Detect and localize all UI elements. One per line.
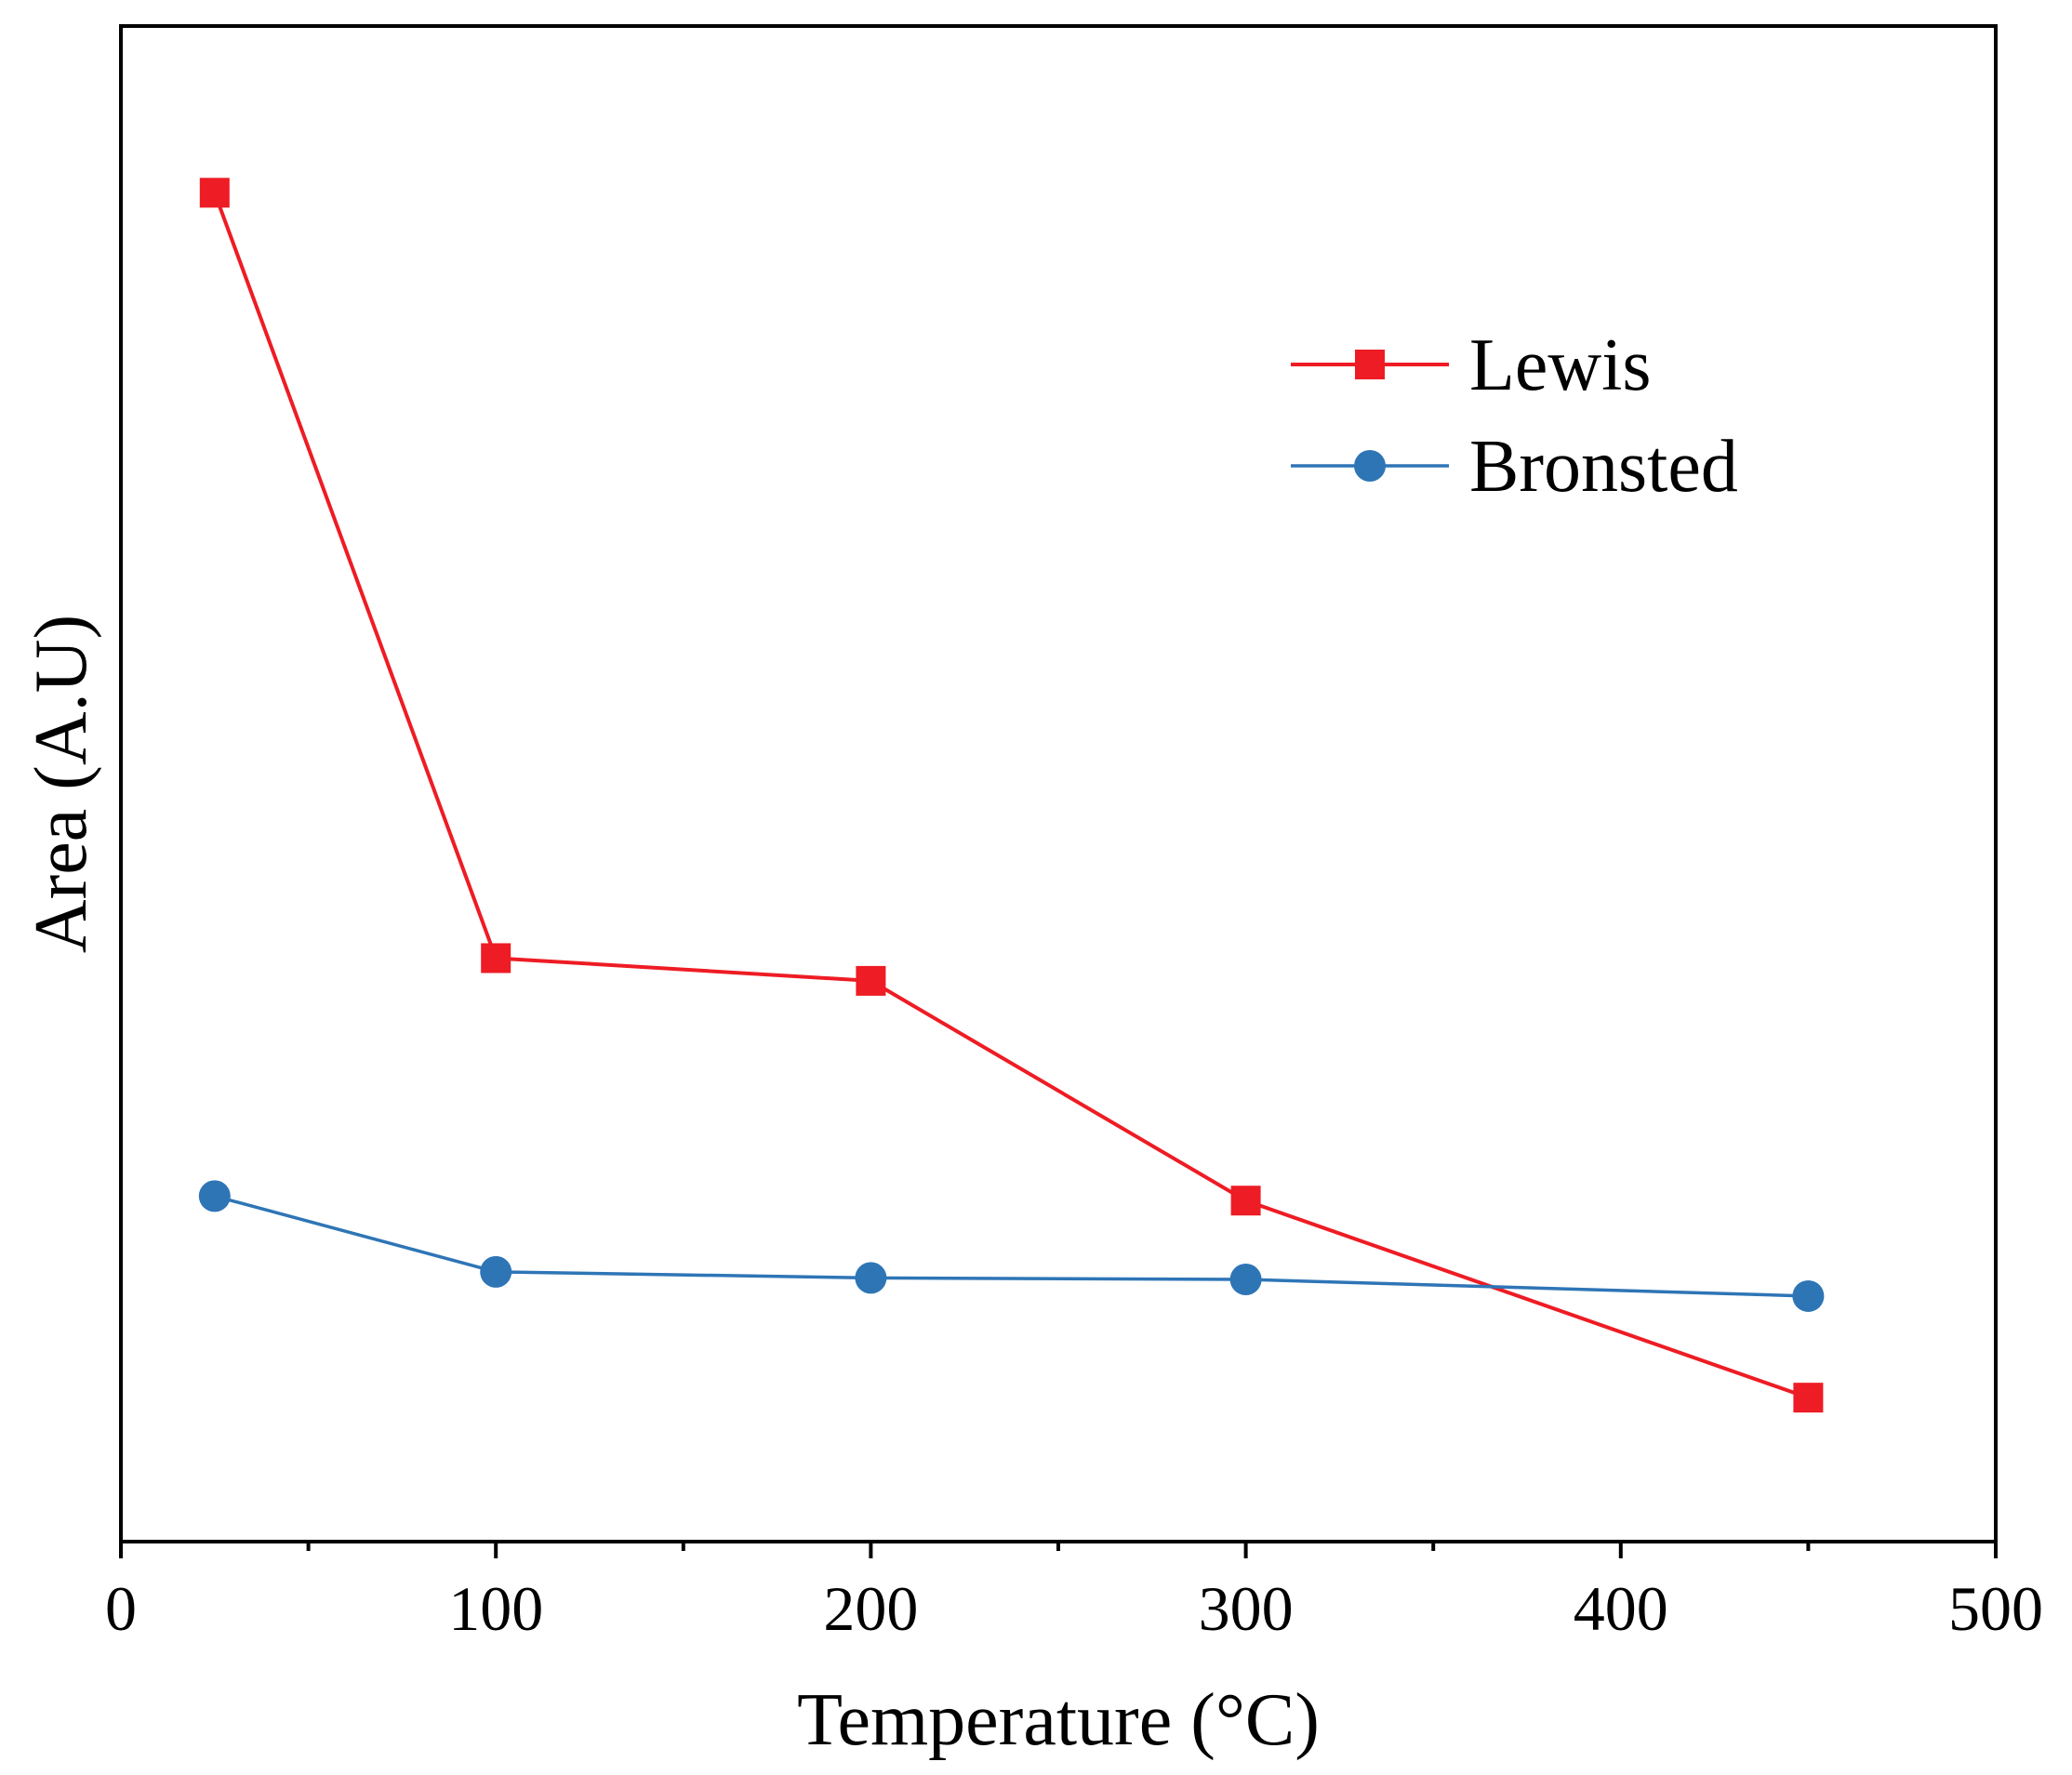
legend: Lewis Bronsted <box>1291 325 1738 508</box>
legend-marker-lewis <box>1355 350 1385 379</box>
data-point-bronsted <box>1229 1264 1262 1296</box>
series-line-bronsted <box>214 1194 1809 1298</box>
data-point-bronsted <box>855 1262 887 1294</box>
legend-marker-bronsted <box>1354 450 1386 482</box>
x-tick-label: 400 <box>1574 1573 1668 1644</box>
series-layer <box>198 178 1825 1413</box>
y-axis-title: Area (A.U) <box>20 615 102 953</box>
x-tick-label: 200 <box>823 1573 918 1644</box>
x-tick-label: 0 <box>105 1573 137 1644</box>
x-tick-label: 500 <box>1948 1573 2043 1644</box>
legend-label-lewis: Lewis <box>1469 325 1652 406</box>
legend-item-bronsted: Bronsted <box>1291 426 1738 508</box>
x-axis-ticks: 0 100 200 300 400 500 <box>105 1542 2043 1644</box>
data-point-lewis <box>1230 1186 1261 1216</box>
data-point-bronsted <box>198 1180 231 1212</box>
x-axis-title: Temperature (°C) <box>797 1679 1320 1761</box>
plot-frame <box>119 24 1998 1543</box>
data-point-bronsted <box>1792 1279 1825 1312</box>
data-point-lewis <box>199 178 230 208</box>
x-tick-label: 300 <box>1199 1573 1294 1644</box>
data-point-bronsted <box>480 1255 512 1288</box>
legend-item-lewis: Lewis <box>1291 325 1652 406</box>
legend-label-bronsted: Bronsted <box>1469 426 1738 508</box>
series-lewis <box>199 178 1824 1413</box>
x-tick-label: 100 <box>448 1573 543 1644</box>
data-point-lewis <box>1793 1383 1824 1413</box>
data-point-lewis <box>481 943 511 974</box>
series-bronsted <box>198 1180 1825 1312</box>
data-point-lewis <box>856 965 886 996</box>
plot-area-border <box>119 24 1998 1543</box>
